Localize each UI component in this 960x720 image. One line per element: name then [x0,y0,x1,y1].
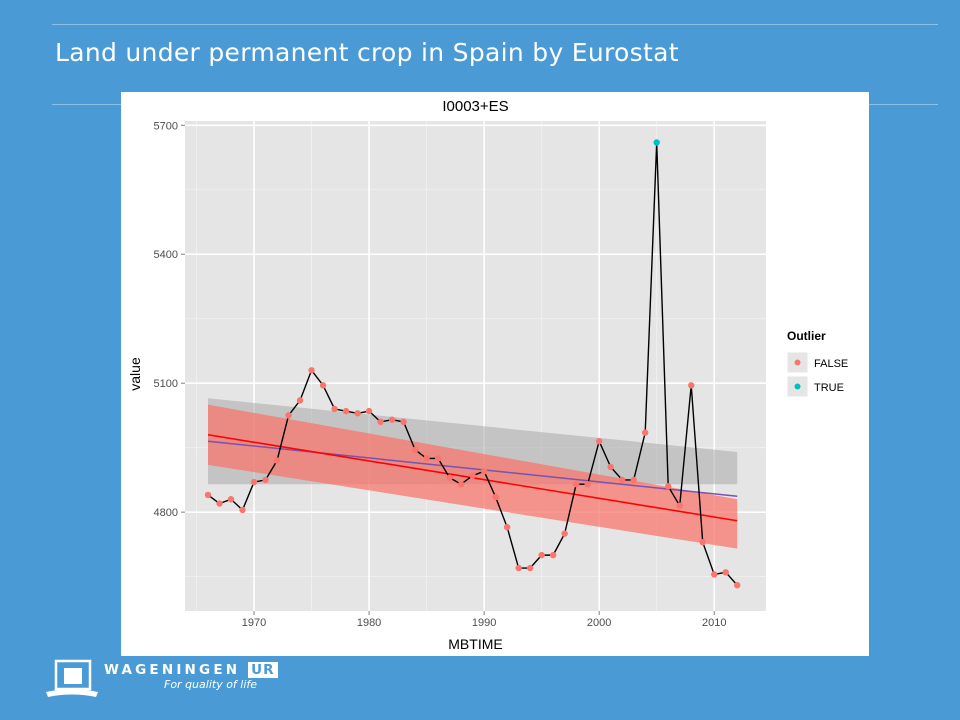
legend-label: FALSE [814,358,848,370]
logo-mark-icon [46,659,98,697]
data-point [434,455,442,462]
data-point [561,530,568,537]
data-point [273,457,281,464]
x-axis-label: MBTIME [448,636,502,652]
data-point [722,569,729,576]
data-point [549,551,557,559]
y-axis-label: value [127,357,143,391]
data-point [480,468,488,475]
data-point [492,493,499,501]
data-point [239,506,246,514]
data-point [584,481,591,488]
data-point [319,382,327,389]
data-point [285,412,292,419]
data-point [250,478,258,486]
mean-fit-line [207,440,738,497]
data-point [331,405,338,413]
data-point [641,429,649,436]
data-point [216,500,223,507]
chart-panel: 1970 1980 1990 2000 2010 4800 5100 5400 5700 I000… [121,92,869,656]
data-point [423,455,430,462]
data-point [365,407,373,415]
legend-key-point [794,359,801,366]
data-point [411,446,419,454]
top-rule [52,24,938,25]
data-point [354,410,361,417]
data-point [388,416,396,423]
data-point [262,476,269,484]
data-point [446,474,453,481]
legend-title: Outlier [787,329,826,343]
x-tick-label: 1970 [242,617,266,629]
data-point [227,496,235,503]
wageningen-logo: WAGENINGEN UR For quality of life [44,658,304,704]
data-point [699,539,706,546]
chart-svg: 1970 1980 1990 2000 2010 4800 5100 5400 5700 I000… [127,98,848,652]
data-point [308,367,315,374]
x-tick-label: 2000 [587,617,611,629]
data-point [342,407,350,415]
data-point [572,481,580,488]
data-point [515,564,522,572]
outlier-point [653,139,660,146]
data-point [688,382,695,389]
logo-tagline: For quality of life [164,678,258,691]
x-tick-label: 1990 [472,617,496,629]
data-point [734,582,741,589]
data-point [665,483,672,490]
data-point [711,571,718,578]
y-tick-label: 5100 [154,378,178,390]
data-point [457,481,465,488]
data-point [503,523,511,531]
data-point [400,418,407,426]
data-point [676,502,683,509]
x-tick-label: 1980 [357,617,381,629]
data-point [538,551,545,559]
y-tick-label: 5700 [154,120,178,132]
data-point [526,564,534,572]
data-point [630,476,637,484]
data-point [377,418,384,426]
logo-wordmark: WAGENINGEN UR [104,662,278,678]
data-point [618,476,626,484]
data-point [595,438,603,445]
y-tick-label: 4800 [154,507,178,519]
logo-name: WAGENINGEN [104,662,241,678]
chart-title: I0003+ES [442,98,508,115]
x-tick-label: 2010 [702,617,726,629]
legend-label: TRUE [814,382,844,394]
logo-ur: UR [248,662,278,678]
data-point [204,491,212,499]
y-tick-label: 5400 [154,249,178,261]
data-point [296,397,304,404]
legend-key-point [794,383,801,390]
data-point [469,472,476,479]
data-point [607,463,614,471]
slide-title: Land under permanent crop in Spain by Eu… [55,38,679,67]
